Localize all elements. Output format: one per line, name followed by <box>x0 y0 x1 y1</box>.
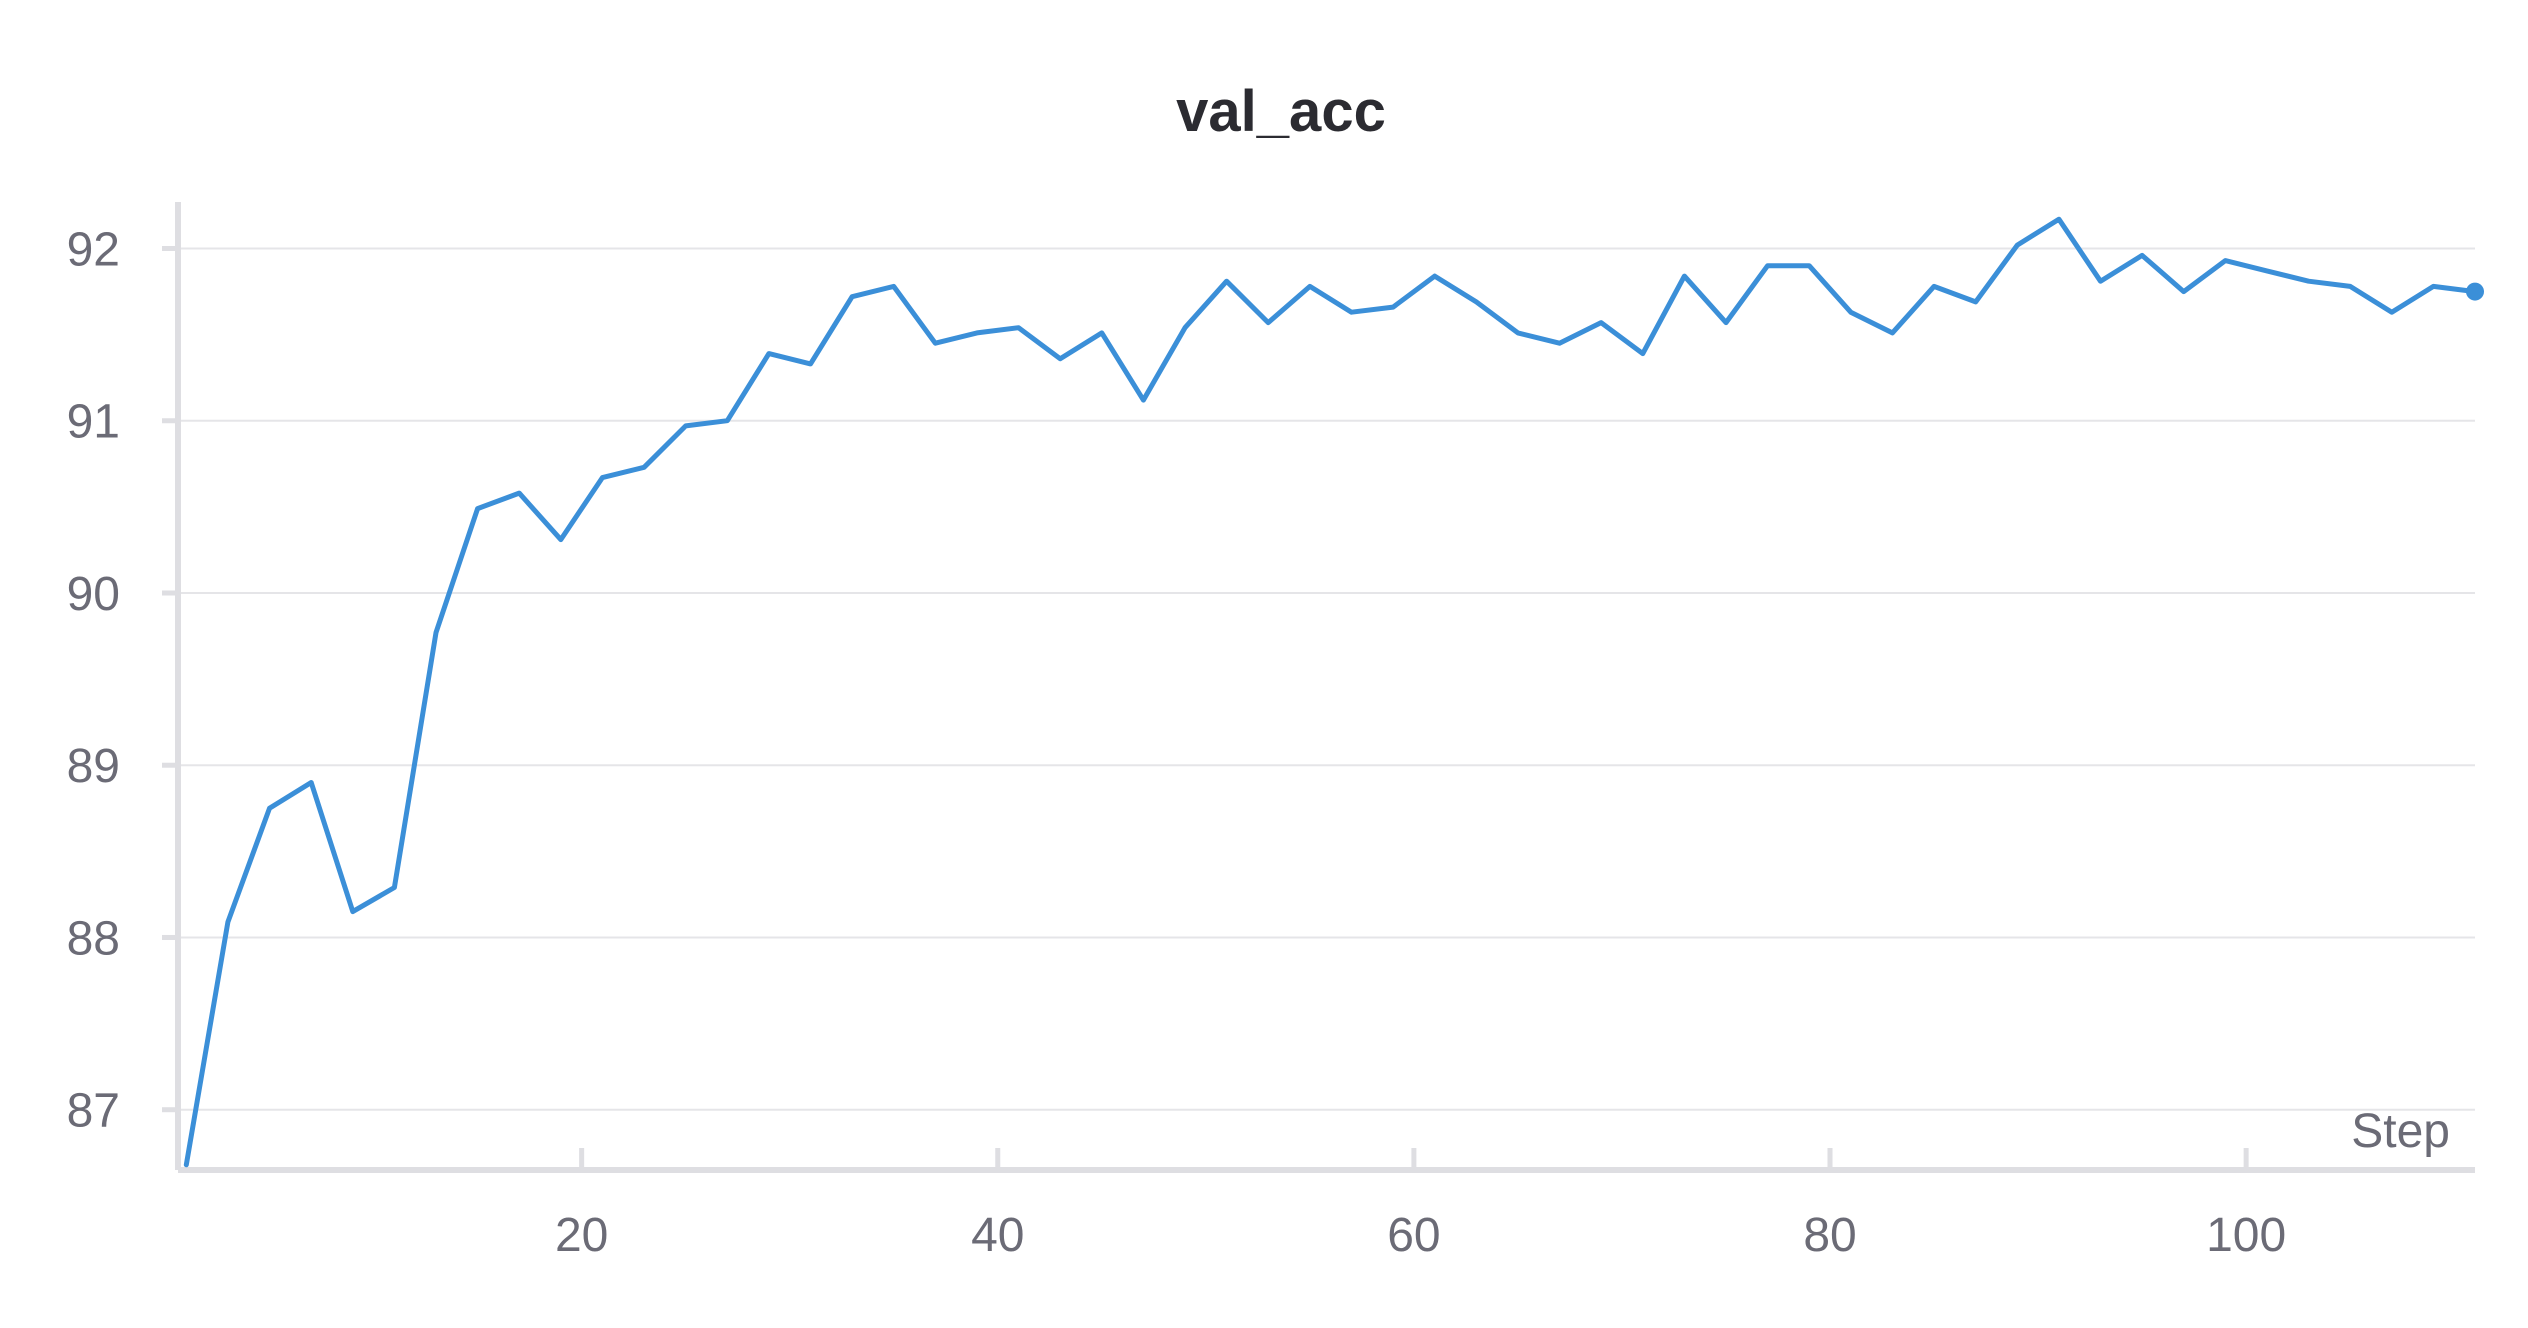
y-tick-label: 92 <box>67 224 120 277</box>
chart-title: val_acc <box>1176 79 1386 144</box>
y-tick-label: 87 <box>67 1085 120 1138</box>
x-tick-label: 20 <box>555 1209 608 1262</box>
y-tick-label: 91 <box>67 396 120 449</box>
series-line <box>183 216 2478 1168</box>
y-tick-label: 88 <box>67 912 120 965</box>
x-tick-label: 100 <box>2206 1209 2286 1262</box>
x-axis-ticks: 20 40 60 80 100 <box>555 1148 2286 1262</box>
grid-lines <box>178 247 2475 1111</box>
series-end-point <box>2466 282 2484 301</box>
y-tick-label: 90 <box>67 568 120 621</box>
x-tick-label: 40 <box>971 1209 1024 1262</box>
x-tick-label: 80 <box>1803 1209 1856 1262</box>
series-layer <box>183 216 2484 1168</box>
x-tick-label: 60 <box>1387 1209 1440 1262</box>
x-axis-label: Step <box>2351 1105 2450 1158</box>
y-axis-ticks: 87 88 89 90 91 92 <box>67 224 178 1138</box>
y-tick-label: 89 <box>67 740 120 793</box>
